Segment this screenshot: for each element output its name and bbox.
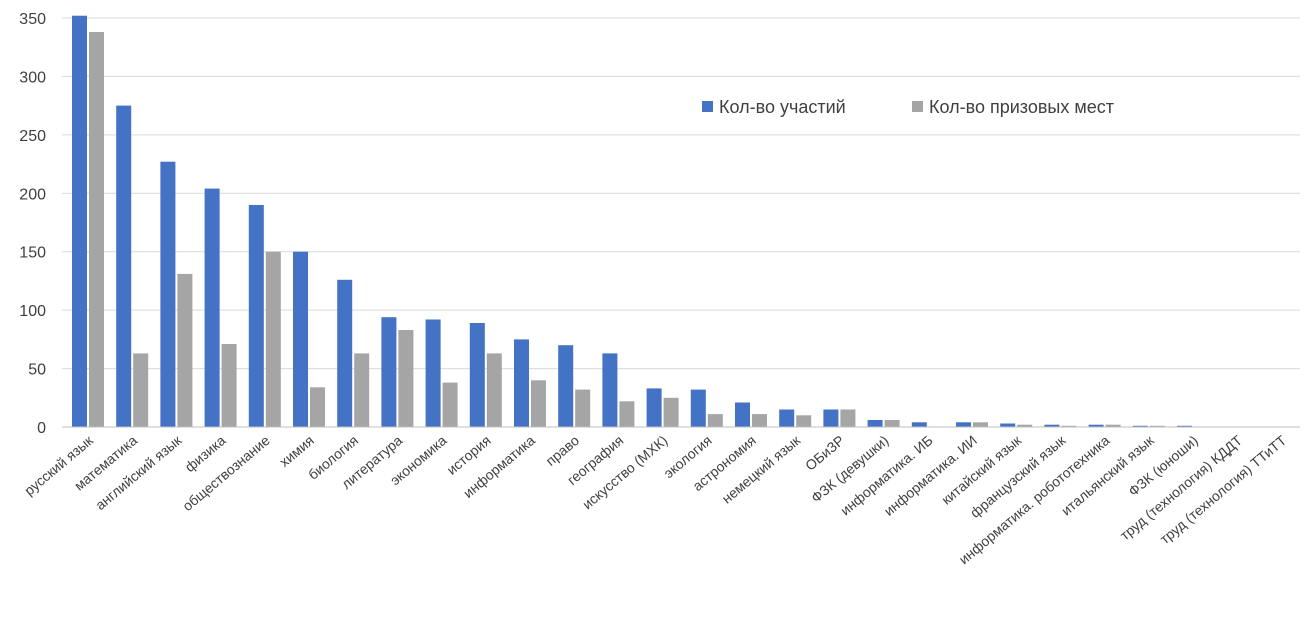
bar-prizes-12 [619,401,635,427]
bar-participations-1 [116,105,132,427]
bar-participations-8 [425,319,441,427]
bar-prizes-1 [133,353,149,427]
y-tick-label: 100 [19,303,46,320]
bar-prizes-18 [884,420,900,427]
bar-prizes-10 [531,380,546,427]
y-tick-label: 150 [19,245,46,262]
bar-prizes-22 [1061,425,1077,427]
bar-participations-22 [1044,424,1060,427]
bar-prizes-6 [354,353,370,427]
bar-prizes-11 [575,389,591,427]
bar-prizes-16 [796,415,812,427]
bar-prizes-7 [398,330,414,427]
bar-prizes-3 [221,344,237,427]
bar-prizes-5 [310,387,325,427]
bar-participations-25 [1177,425,1192,427]
bar-participations-6 [337,279,353,427]
bar-participations-15 [735,402,750,427]
bar-prizes-17 [840,409,856,427]
bar-prizes-21 [1017,424,1033,427]
bar-prizes-0 [89,32,104,427]
bar-participations-13 [646,388,662,427]
bar-prizes-9 [486,353,502,427]
legend: Кол-во участий Кол-во призовых мест [702,97,1114,117]
y-tick-label: 250 [19,128,46,145]
bar-participations-3 [204,188,220,427]
bar-participations-23 [1088,424,1104,427]
bar-participations-19 [911,422,927,427]
bar-prizes-23 [1105,424,1121,427]
bar-participations-4 [248,205,264,427]
bar-participations-5 [293,251,308,427]
bar-participations-16 [779,409,795,427]
bars [72,15,1192,427]
bar-participations-11 [558,345,574,427]
y-tick-label: 350 [19,11,46,28]
bar-participations-12 [602,353,618,427]
y-tick-label: 200 [19,186,46,203]
x-category-label: химия [276,432,317,470]
bar-prizes-15 [752,414,767,427]
x-category-label: немецкий язык [719,431,804,506]
legend-label-prizes: Кол-во призовых мест [929,97,1114,117]
legend-swatch-participations [702,101,713,112]
bar-participations-21 [1000,423,1016,427]
bar-prizes-13 [663,397,679,427]
x-category-label: право [543,432,583,469]
bar-participations-20 [956,422,971,427]
y-tick-label: 300 [19,69,46,86]
y-tick-label: 50 [28,362,46,379]
bar-prizes-2 [177,273,193,427]
bar-prizes-20 [973,422,988,427]
bar-participations-7 [381,317,397,427]
bar-participations-10 [514,339,529,427]
y-tick-label: 0 [37,420,46,437]
bar-participations-17 [823,409,839,427]
bar-prizes-14 [707,414,723,427]
bar-prizes-8 [442,382,458,427]
bar-participations-0 [72,15,87,427]
bar-prizes-4 [265,251,281,427]
bar-participations-24 [1132,425,1148,427]
legend-swatch-prizes [912,101,923,112]
bar-participations-18 [867,420,883,427]
bar-participations-14 [690,389,706,427]
bar-participations-2 [160,161,176,427]
legend-label-participations: Кол-во участий [719,97,846,117]
gridlines [62,17,1300,370]
bar-participations-9 [469,323,485,427]
bar-prizes-24 [1149,425,1165,427]
y-axis-ticks: 0 50 100 150 200 250 300 350 [19,11,46,437]
